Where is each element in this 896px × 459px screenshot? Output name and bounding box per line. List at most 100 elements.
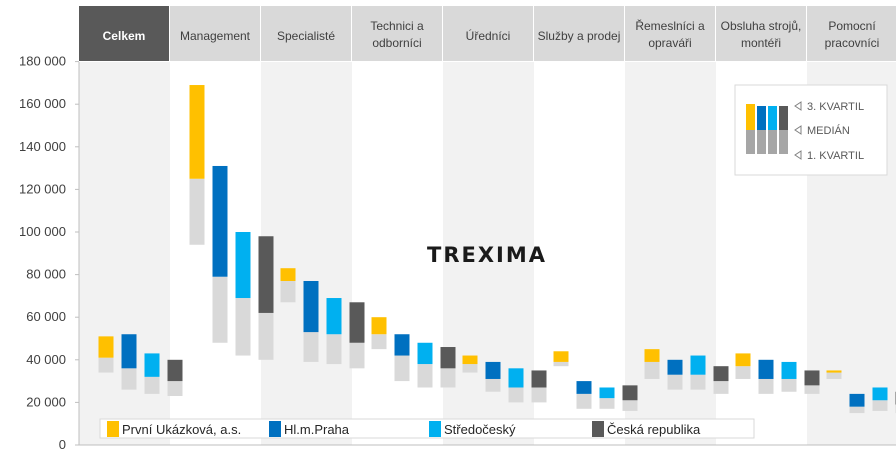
bar-median-q3 (849, 393, 865, 407)
bar-q1-median (189, 178, 205, 245)
bar-median-q3 (826, 370, 842, 373)
bar-median-q3 (167, 359, 183, 382)
category-tab-label: montéři (741, 36, 781, 50)
quartile-legend: 3. KVARTIL MEDIÁN 1. KVARTIL (734, 84, 888, 176)
bar-q1-median (144, 376, 160, 394)
bar-median-q3 (212, 165, 228, 277)
y-tick-label: 180 000 (19, 54, 66, 69)
bar-q1-median (371, 334, 387, 350)
bar-q1-median (690, 374, 706, 390)
category-tab[interactable] (79, 6, 169, 61)
bar-median-q3 (303, 280, 319, 333)
category-tab-label: Služby a prodej (538, 29, 621, 43)
bar-q1-median (713, 381, 729, 394)
bar-median-q3 (735, 353, 751, 367)
bar-q1-median (531, 387, 547, 403)
y-tick-label: 60 000 (26, 309, 66, 324)
bar-q1-median (644, 361, 660, 379)
category-tab[interactable] (625, 6, 715, 61)
quartile-legend-swatch (768, 130, 777, 154)
bar-q1-median (485, 378, 501, 392)
bar-median-q3 (462, 355, 478, 365)
category-tab[interactable] (443, 6, 533, 61)
bar-median-q3 (599, 387, 615, 399)
bar-median-q3 (235, 232, 251, 299)
bar-median-q3 (553, 351, 569, 362)
bar-q1-median (826, 372, 842, 379)
series-legend-frame (99, 418, 755, 439)
bar-median-q3 (622, 385, 638, 401)
bar-q1-median (258, 312, 274, 360)
category-bands (79, 62, 896, 445)
bar-median-q3 (781, 361, 797, 379)
quartile-legend-label: MEDIÁN (807, 124, 850, 137)
quartile-legend-swatch (746, 130, 755, 154)
series-legend-swatch (429, 421, 441, 437)
bar-q1-median (553, 361, 569, 367)
series-legend-label: Česká republika (607, 422, 701, 437)
bar-q1-median (872, 400, 888, 411)
bar-q1-median (667, 374, 683, 390)
bar-median-q3 (531, 370, 547, 388)
bar-median-q3 (690, 355, 706, 375)
y-tick-label: 100 000 (19, 224, 66, 239)
bar-q1-median (508, 387, 524, 403)
bars (98, 85, 896, 414)
bar-q1-median (167, 381, 183, 397)
quartile-legend-swatch (757, 130, 766, 154)
category-tab-label: odborníci (372, 36, 421, 50)
bar-median-q3 (872, 387, 888, 401)
bar-median-q3 (394, 334, 410, 356)
category-tab-label: Úředníci (466, 28, 511, 43)
quartile-legend-swatch (779, 130, 788, 154)
bar-median-q3 (98, 336, 114, 358)
category-tab[interactable] (807, 6, 896, 61)
category-tabs: Celkem Management Specialisté Technici a odb… (79, 6, 896, 61)
y-tick-label: 0 (59, 437, 66, 452)
bar-q1-median (462, 364, 478, 373)
series-legend-label: Středočeský (444, 422, 516, 437)
bar-q1-median (349, 342, 365, 369)
category-band (261, 62, 352, 445)
quartile-legend-label: 3. KVARTIL (807, 101, 864, 113)
bar-q1-median (98, 357, 114, 373)
category-tab[interactable] (261, 6, 351, 61)
category-tab[interactable] (170, 6, 260, 61)
bar-median-q3 (644, 349, 660, 362)
category-tab-label: Obsluha strojů, (721, 19, 802, 33)
category-tab-label: Specialisté (277, 29, 335, 43)
bar-median-q3 (508, 368, 524, 388)
quartile-legend-swatch (779, 106, 788, 130)
quartile-legend-swatch (746, 104, 755, 130)
y-tick-label: 140 000 (19, 139, 66, 154)
series-legend: První Ukázková, a.s. Hl.m.Praha Středočesk… (99, 418, 755, 439)
y-tick-label: 80 000 (26, 267, 66, 282)
bar-q1-median (280, 280, 296, 303)
bar-median-q3 (667, 359, 683, 375)
category-tab[interactable] (716, 6, 806, 61)
bar-q1-median (576, 393, 592, 409)
category-tab-label: pracovníci (825, 36, 880, 50)
y-axis: 0 20 000 40 000 60 000 80 000 100 000 120 000 1… (19, 54, 896, 452)
bar-q1-median (440, 368, 456, 388)
y-tick-label: 120 000 (19, 181, 66, 196)
bar-median-q3 (417, 342, 433, 365)
bar-median-q3 (576, 381, 592, 394)
category-tab-label: Řemeslníci a (635, 18, 705, 33)
bar-q1-median (849, 406, 865, 414)
legend-pointer-icon (794, 125, 802, 135)
bar-q1-median (303, 332, 319, 362)
category-tab-label: Technici a (370, 19, 424, 33)
bar-median-q3 (280, 268, 296, 281)
quartile-legend-label: 1. KVARTIL (807, 150, 864, 162)
bar-median-q3 (189, 85, 205, 179)
category-tab[interactable] (534, 6, 624, 61)
bar-q1-median (326, 334, 342, 365)
bar-median-q3 (121, 334, 137, 369)
bar-median-q3 (258, 236, 274, 313)
y-tick-label: 20 000 (26, 394, 66, 409)
bar-q1-median (121, 368, 137, 390)
category-tab[interactable] (352, 6, 442, 61)
